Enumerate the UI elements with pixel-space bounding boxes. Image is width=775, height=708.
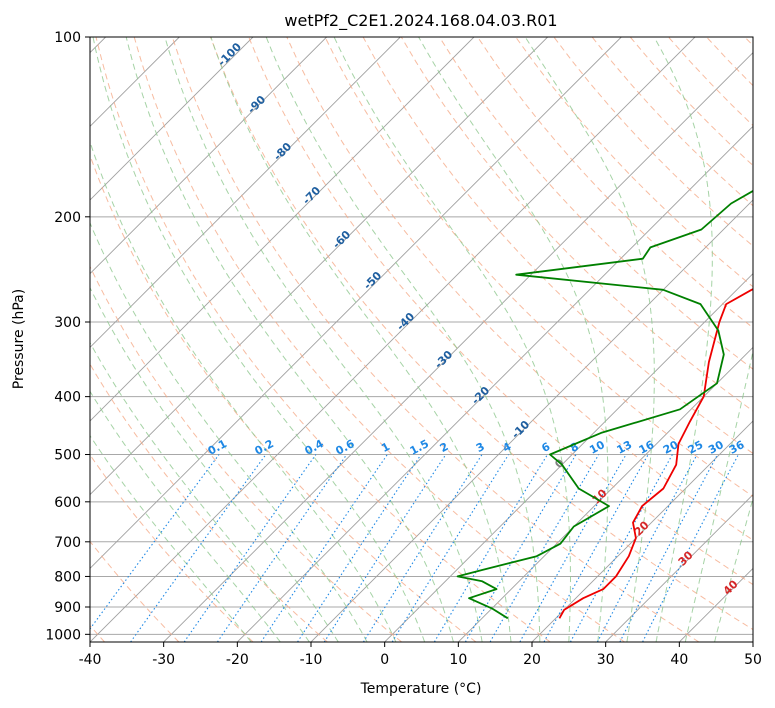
chart-title: wetPf2_C2E1.2024.168.04.03.R01	[284, 11, 557, 31]
isotherm-line	[384, 273, 753, 642]
moist-adiabat-line	[92, 37, 426, 642]
x-tick-label: 40	[670, 652, 688, 668]
isotherm-line	[90, 37, 401, 348]
y-tick-label: 300	[54, 315, 81, 331]
mixing-ratio-label: 36	[727, 438, 747, 457]
mixing-ratio-label: 25	[686, 438, 706, 457]
moist-adiabat-line	[90, 221, 368, 642]
isotherm-line	[90, 37, 254, 201]
moist-adiabat-line	[418, 37, 609, 642]
isotherm-line	[90, 37, 622, 569]
isotherm-line	[531, 420, 753, 642]
mixing-ratio-line	[260, 454, 388, 642]
x-tick-label: -20	[226, 652, 249, 668]
dry-adiabat-line	[438, 37, 753, 370]
isotherm-line	[90, 37, 475, 422]
moist-adiabat-line	[90, 286, 339, 642]
mixing-ratio-lines	[90, 454, 739, 642]
x-tick-label: -30	[152, 652, 175, 668]
moist-adiabat-line	[714, 496, 753, 642]
isotherm-line	[237, 125, 753, 642]
dry-adiabat-line	[248, 37, 753, 586]
isotherm-line	[458, 346, 753, 642]
dry-adiabats	[90, 37, 753, 642]
moist-adiabat-line	[90, 341, 310, 642]
x-tick-label: 50	[744, 652, 762, 668]
isotherm-line	[90, 37, 327, 275]
moist-adiabat-line	[90, 390, 281, 642]
y-tick-label: 100	[54, 30, 81, 46]
dry-adiabat-line	[477, 37, 753, 329]
y-tick-label: 600	[54, 495, 81, 511]
temperature-profile-line	[558, 288, 753, 619]
mixing-ratio-line	[130, 454, 267, 642]
mixing-ratio-label: 13	[615, 438, 635, 457]
mixing-ratio-line	[323, 454, 447, 642]
x-axis-title: Temperature (°C)	[360, 681, 482, 697]
dry-adiabat-line	[95, 37, 551, 642]
y-tick-label: 1000	[45, 627, 81, 643]
moist-adiabat-line	[90, 140, 397, 642]
moist-adiabat-line	[125, 37, 454, 642]
mixing-ratio-line	[596, 454, 698, 642]
y-axis-ticks: 100 200 300 400 500 600 700 800 900 1000	[45, 30, 90, 643]
dry-adiabat-line	[400, 37, 753, 412]
x-tick-label: 10	[449, 652, 467, 668]
dry-adiabat-line	[210, 37, 753, 631]
dry-adiabat-line	[90, 363, 328, 642]
x-tick-label: 0	[380, 652, 389, 668]
dry-adiabat-line	[90, 453, 254, 642]
mixing-ratio-line	[464, 454, 577, 642]
y-tick-label: 400	[54, 390, 81, 406]
mixing-ratio-label: 20	[661, 438, 681, 457]
x-tick-label: 30	[597, 652, 615, 668]
dry-adiabat-line	[324, 37, 753, 498]
x-tick-label: -10	[300, 652, 323, 668]
isotherm-line	[605, 494, 753, 642]
mixing-ratio-label: 16	[637, 438, 657, 457]
mixing-ratio-label: 30	[706, 438, 726, 457]
y-axis-title: Pressure (hPa)	[11, 289, 27, 389]
dry-adiabat-line	[286, 37, 753, 541]
y-tick-label: 800	[54, 569, 81, 585]
y-tick-label: 700	[54, 535, 81, 551]
isotherm-line	[90, 37, 548, 496]
dry-adiabat-line	[133, 37, 625, 642]
moist-adiabat-line	[265, 37, 541, 642]
mixing-ratio-label: 10	[587, 438, 607, 457]
mixing-ratio-line	[489, 454, 600, 642]
mixing-ratio-line	[569, 454, 673, 642]
dry-adiabat-line	[362, 37, 753, 455]
isotherm-line	[90, 37, 696, 642]
moist-adiabat-line	[684, 348, 753, 642]
dewpoint-profile-line	[456, 189, 753, 620]
x-tick-label: -40	[79, 652, 102, 668]
dry-adiabat-line	[90, 265, 403, 642]
x-tick-label: 20	[523, 652, 541, 668]
mixing-ratio-line	[433, 454, 548, 642]
isobar-grid	[90, 37, 753, 635]
x-axis-ticks: -40 -30 -20 -10 0 10 20 30 40 50	[79, 642, 762, 668]
plot-frame	[89, 36, 754, 643]
moist-adiabat-line	[333, 37, 571, 642]
moist-adiabat-line	[90, 434, 252, 642]
mixing-ratio-line	[90, 454, 220, 630]
mixing-ratio-line	[519, 454, 627, 642]
moist-adiabat-line	[524, 37, 655, 642]
moist-adiabat-line	[653, 37, 713, 642]
mixing-ratio-line	[183, 454, 317, 642]
dry-adiabat-line	[171, 37, 700, 642]
y-tick-label: 200	[54, 210, 81, 226]
y-tick-label: 900	[54, 600, 81, 616]
dry-adiabat-line	[515, 37, 753, 288]
moist-adiabat-line	[210, 37, 512, 642]
sounding-profiles	[456, 189, 753, 620]
y-tick-label: 500	[54, 448, 81, 464]
isotherm-line	[310, 199, 753, 642]
mixing-ratio-line	[297, 454, 422, 642]
dry-adiabat-line	[90, 153, 477, 642]
mixing-ratio-line	[216, 454, 348, 642]
